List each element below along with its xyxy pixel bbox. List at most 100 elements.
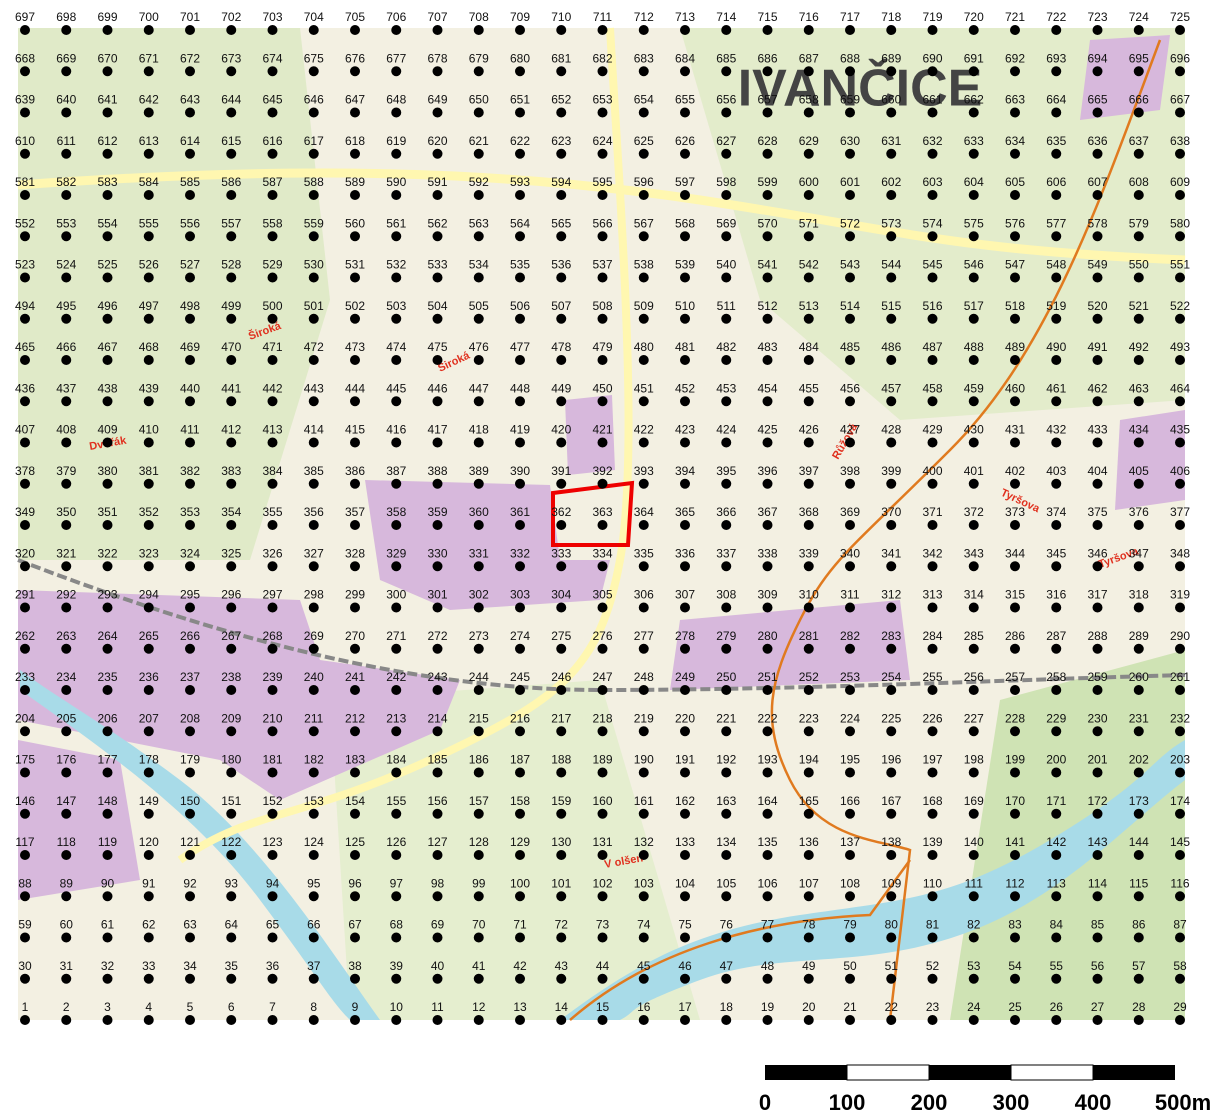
grid-point <box>721 190 731 200</box>
point-number: 642 <box>139 93 159 107</box>
point-number: 419 <box>510 423 530 437</box>
point-number: 397 <box>799 464 819 478</box>
grid-point <box>969 314 979 324</box>
point-number: 375 <box>1087 505 1107 519</box>
point-number: 581 <box>15 175 35 189</box>
grid-point <box>1175 768 1185 778</box>
grid-point <box>185 314 195 324</box>
grid-point <box>61 1015 71 1025</box>
point-number: 560 <box>345 216 365 230</box>
grid-point <box>804 685 814 695</box>
point-number: 223 <box>799 711 819 725</box>
grid-point <box>639 933 649 943</box>
point-number: 339 <box>799 546 819 560</box>
point-number: 163 <box>716 794 736 808</box>
grid-point <box>391 850 401 860</box>
grid-point <box>20 1015 30 1025</box>
grid-point <box>20 726 30 736</box>
grid-point <box>845 355 855 365</box>
point-number: 167 <box>881 794 901 808</box>
point-number: 535 <box>510 258 530 272</box>
grid-point <box>969 1015 979 1025</box>
grid-point <box>556 933 566 943</box>
grid-point <box>350 933 360 943</box>
point-number: 221 <box>716 711 736 725</box>
grid-point <box>721 479 731 489</box>
point-number: 597 <box>675 175 695 189</box>
point-number: 611 <box>57 134 76 148</box>
grid-point <box>763 561 773 571</box>
point-number: 56 <box>1091 959 1105 973</box>
point-number: 668 <box>15 51 35 65</box>
grid-point <box>185 933 195 943</box>
grid-point <box>350 520 360 530</box>
grid-point <box>763 974 773 984</box>
grid-point <box>763 66 773 76</box>
grid-point <box>1134 1015 1144 1025</box>
point-number: 88 <box>18 876 32 890</box>
grid-point <box>680 520 690 530</box>
grid-point <box>680 974 690 984</box>
grid-point <box>103 231 113 241</box>
point-number: 457 <box>881 381 901 395</box>
point-number: 494 <box>15 299 35 313</box>
grid-point <box>391 520 401 530</box>
point-number: 135 <box>757 835 777 849</box>
point-number: 546 <box>964 258 984 272</box>
point-number: 202 <box>1129 753 1149 767</box>
grid-point <box>103 933 113 943</box>
grid-point <box>1134 231 1144 241</box>
point-number: 444 <box>345 381 365 395</box>
point-number: 79 <box>843 918 857 932</box>
grid-point <box>309 149 319 159</box>
grid-point <box>721 726 731 736</box>
grid-point <box>350 726 360 736</box>
grid-point <box>763 25 773 35</box>
point-number: 263 <box>56 629 76 643</box>
grid-point <box>556 891 566 901</box>
grid-point <box>61 603 71 613</box>
point-number: 71 <box>513 918 527 932</box>
point-number: 250 <box>716 670 736 684</box>
point-number: 198 <box>964 753 984 767</box>
point-number: 87 <box>1173 918 1187 932</box>
point-number: 388 <box>427 464 447 478</box>
point-number: 522 <box>1170 299 1190 313</box>
point-number: 615 <box>221 134 241 148</box>
point-number: 174 <box>1170 794 1190 808</box>
point-number: 331 <box>469 546 489 560</box>
point-number: 212 <box>345 711 365 725</box>
point-number: 538 <box>634 258 654 272</box>
grid-point <box>969 396 979 406</box>
grid-point <box>61 933 71 943</box>
grid-point <box>1175 231 1185 241</box>
point-number: 724 <box>1129 10 1149 24</box>
point-number: 355 <box>262 505 282 519</box>
grid-point <box>886 149 896 159</box>
point-number: 700 <box>139 10 159 24</box>
point-number: 562 <box>427 216 447 230</box>
point-number: 411 <box>180 423 199 437</box>
grid-point <box>763 644 773 654</box>
grid-point <box>309 355 319 365</box>
point-number: 107 <box>799 876 819 890</box>
point-number: 337 <box>716 546 736 560</box>
grid-point <box>474 273 484 283</box>
point-number: 348 <box>1170 546 1190 560</box>
grid-point <box>226 561 236 571</box>
point-number: 654 <box>634 93 654 107</box>
grid-point <box>886 768 896 778</box>
point-number: 641 <box>97 93 117 107</box>
grid-point <box>515 685 525 695</box>
point-number: 328 <box>345 546 365 560</box>
point-number: 359 <box>427 505 447 519</box>
point-number: 194 <box>799 753 819 767</box>
grid-point <box>804 726 814 736</box>
grid-point <box>886 273 896 283</box>
grid-point <box>680 644 690 654</box>
grid-point <box>1175 355 1185 365</box>
point-number: 670 <box>97 51 117 65</box>
grid-point <box>969 603 979 613</box>
point-number: 182 <box>304 753 324 767</box>
